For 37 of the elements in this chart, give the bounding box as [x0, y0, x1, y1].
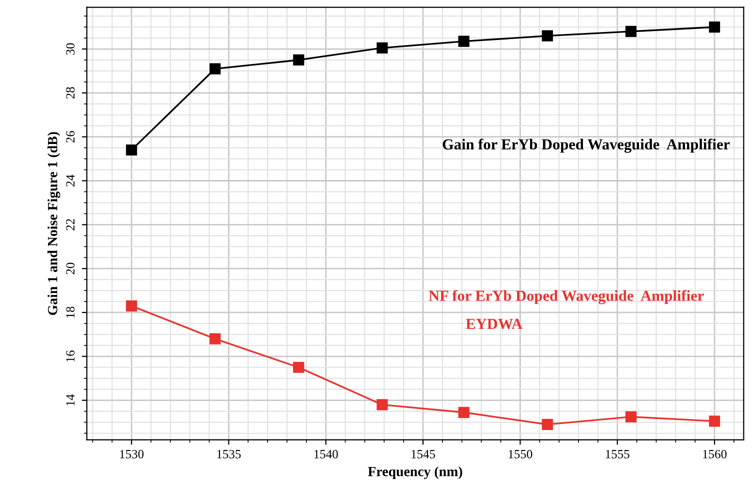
x-tick-label: 1560	[703, 450, 727, 458]
point	[376, 399, 388, 410]
point	[126, 144, 138, 156]
point	[458, 406, 470, 418]
x-tick-label: 1540	[314, 450, 338, 458]
x-tick-label: 1535	[217, 450, 241, 458]
point	[708, 416, 720, 427]
y-tick-label: 28	[66, 87, 75, 99]
y-tick-label: 30	[66, 43, 75, 55]
point	[293, 54, 304, 66]
point	[625, 411, 637, 422]
point	[210, 63, 221, 74]
y-axis-title: Gain 1 and Noise Figure 1 (dB)	[48, 132, 60, 315]
point	[625, 26, 637, 37]
point	[458, 36, 470, 47]
point	[376, 42, 388, 54]
point	[293, 362, 304, 373]
annotation: NF for ErYb Doped Waveguide Amplifier	[428, 290, 704, 304]
x-tick-label: 1555	[606, 450, 630, 458]
x-tick-label: 1530	[120, 450, 144, 458]
point	[542, 30, 553, 42]
y-tick-label: 18	[66, 306, 75, 318]
point	[126, 300, 138, 312]
x-tick-label: 1550	[508, 450, 532, 458]
x-tick-label: 1545	[412, 450, 436, 458]
y-tick-label: 14	[66, 394, 74, 406]
y-tick-label: 20	[66, 262, 75, 274]
x-axis-title: Frequency (nm)	[368, 466, 462, 480]
annotation: EYDWA	[466, 318, 522, 330]
y-tick-label: 26	[66, 130, 75, 143]
y-tick-label: 16	[66, 350, 75, 362]
point	[708, 21, 720, 33]
y-tick-label: 24	[66, 174, 74, 186]
annotation: Gain for ErYb Doped Waveguide Amplifier	[442, 138, 730, 153]
point	[542, 418, 553, 430]
y-tick-label: 22	[66, 219, 74, 230]
point	[210, 333, 221, 344]
